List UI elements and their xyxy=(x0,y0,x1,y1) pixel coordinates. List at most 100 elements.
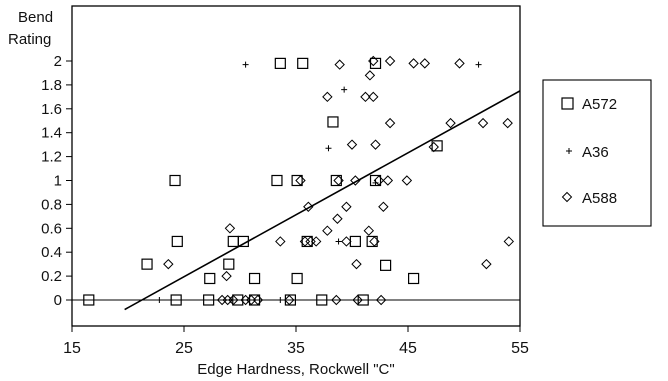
data-point-a588 xyxy=(368,55,379,67)
data-point-a588 xyxy=(322,91,333,103)
data-point-a36 xyxy=(475,61,482,68)
y-tick-label: 1.4 xyxy=(41,125,62,142)
data-point-a572 xyxy=(271,174,283,187)
data-point-a588 xyxy=(303,201,314,212)
data-point-a572 xyxy=(291,272,303,285)
data-point-a588 xyxy=(352,294,363,306)
x-tick-label: 55 xyxy=(511,340,529,357)
y-axis-label-line-1: Bend xyxy=(18,9,53,26)
data-point-a588 xyxy=(419,58,431,69)
data-point-a588 xyxy=(351,258,362,270)
data-point-a588 xyxy=(368,91,379,103)
legend-marker-a36 xyxy=(566,148,572,154)
y-axis-label-line-2: Rating xyxy=(8,31,51,48)
data-points xyxy=(83,55,515,306)
data-point-a588 xyxy=(346,139,358,150)
legend: A572 A36 A588 xyxy=(561,96,617,207)
data-point-a572 xyxy=(223,258,235,270)
data-point-a588 xyxy=(333,175,344,186)
data-point-a572 xyxy=(357,294,369,306)
data-point-a572 xyxy=(316,294,328,306)
y-tick-label: 0.2 xyxy=(41,268,62,285)
trend-line xyxy=(124,90,521,311)
y-tick-label: 0.8 xyxy=(41,196,62,213)
y-tick-label: 1 xyxy=(54,173,62,190)
y-tick-label: 0.4 xyxy=(41,244,62,261)
data-point-a588 xyxy=(350,175,361,186)
data-point-a588 xyxy=(228,294,239,306)
y-tick-label: 1.6 xyxy=(41,101,62,118)
y-axis-ticks: 0 0.2 0.4 0.6 0.8 1 1.2 1.4 1.6 1.8 2 xyxy=(41,53,72,309)
data-point-a588 xyxy=(334,59,345,70)
data-point-a588 xyxy=(384,55,396,67)
data-point-a588 xyxy=(363,225,375,236)
data-point-a572 xyxy=(291,174,303,187)
data-point-a572 xyxy=(83,294,95,306)
data-point-a588 xyxy=(384,117,396,129)
data-point-a588 xyxy=(341,236,352,247)
data-point-a588 xyxy=(295,175,306,186)
data-point-a588 xyxy=(408,58,419,69)
data-point-a588 xyxy=(310,236,322,247)
y-tick-label: 1.8 xyxy=(41,77,62,94)
data-point-a588 xyxy=(224,223,236,234)
y-tick-label: 2 xyxy=(54,53,62,70)
data-point-a588 xyxy=(370,139,381,150)
data-point-a572 xyxy=(203,294,215,306)
data-point-a36 xyxy=(242,61,249,68)
data-point-a588 xyxy=(341,201,352,212)
data-point-a36 xyxy=(372,179,379,186)
data-point-a572 xyxy=(170,294,182,306)
data-point-a572 xyxy=(169,174,181,187)
data-point-a588 xyxy=(428,141,439,153)
data-point-a588 xyxy=(401,175,413,186)
legend-marker-a588 xyxy=(561,191,573,203)
data-point-a588 xyxy=(454,58,465,69)
data-point-a572 xyxy=(297,57,309,69)
plot-area-frame xyxy=(71,5,521,327)
data-point-a572 xyxy=(366,235,378,248)
data-point-a588 xyxy=(382,175,394,186)
data-point-a572 xyxy=(349,235,361,248)
y-tick-label: 0 xyxy=(54,292,62,309)
data-point-a588 xyxy=(477,117,489,129)
legend-box xyxy=(542,79,652,227)
legend-label-a36: A36 xyxy=(582,144,609,161)
data-point-a572 xyxy=(380,259,392,271)
data-point-a588 xyxy=(445,117,456,129)
data-point-a588 xyxy=(331,294,342,306)
data-point-a572 xyxy=(237,235,249,248)
data-point-a588 xyxy=(373,175,385,186)
data-point-a572 xyxy=(141,258,153,270)
x-tick-label: 35 xyxy=(287,340,305,357)
data-point-a588 xyxy=(502,117,513,129)
legend-label-a588: A588 xyxy=(582,190,617,207)
data-point-a36 xyxy=(325,145,332,152)
data-point-a36 xyxy=(156,297,163,303)
x-tick-label: 15 xyxy=(63,340,81,357)
data-point-a588 xyxy=(163,258,174,270)
data-point-a588 xyxy=(364,70,376,81)
data-point-a588 xyxy=(305,236,316,247)
data-point-a588 xyxy=(360,91,371,103)
data-point-a588 xyxy=(322,225,333,236)
data-point-a588 xyxy=(252,294,264,306)
data-point-a572 xyxy=(408,272,420,285)
legend-marker-a572 xyxy=(561,97,574,110)
data-point-a588 xyxy=(378,201,389,212)
data-point-a588 xyxy=(503,236,515,247)
data-point-a36 xyxy=(277,297,284,303)
data-point-a588 xyxy=(375,294,387,306)
data-point-a572 xyxy=(248,272,261,285)
legend-label-a572: A572 xyxy=(582,96,617,113)
data-point-a572 xyxy=(274,57,286,69)
data-point-a572 xyxy=(327,116,339,128)
data-point-a572 xyxy=(431,140,443,152)
data-point-a588 xyxy=(221,270,232,282)
data-point-a588 xyxy=(332,213,343,224)
data-point-a588 xyxy=(275,236,286,247)
y-tick-label: 1.2 xyxy=(41,149,62,166)
data-point-a572 xyxy=(204,272,216,285)
data-point-a588 xyxy=(369,236,380,247)
